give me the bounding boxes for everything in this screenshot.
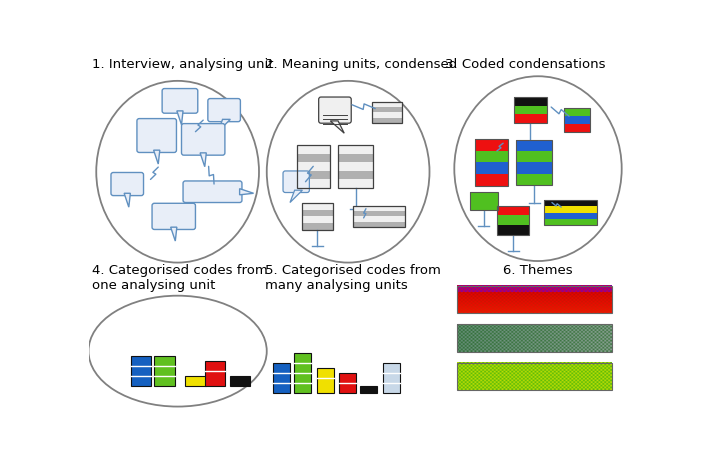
Bar (353, 212, 406, 217)
Text: 2. Meaning units, condensed: 2. Meaning units, condensed (266, 58, 457, 71)
Polygon shape (171, 228, 177, 242)
Polygon shape (218, 120, 230, 132)
Bar (457, 286, 612, 314)
Bar (230, 376, 251, 386)
Bar (457, 363, 612, 391)
Bar (185, 376, 205, 386)
Bar (514, 98, 547, 124)
Bar (475, 163, 508, 175)
FancyBboxPatch shape (183, 181, 242, 203)
Bar (338, 146, 373, 188)
Bar (516, 152, 552, 163)
Polygon shape (124, 194, 130, 208)
Ellipse shape (96, 81, 259, 263)
Bar (353, 217, 406, 222)
Bar (353, 206, 406, 212)
Bar (154, 356, 175, 386)
Polygon shape (331, 122, 344, 134)
Bar (297, 171, 329, 180)
Bar (372, 102, 401, 124)
Bar (544, 201, 597, 207)
Bar (372, 108, 401, 113)
Polygon shape (290, 191, 302, 203)
Bar (360, 387, 377, 394)
Text: 6. Themes: 6. Themes (503, 263, 573, 276)
Bar (497, 206, 530, 216)
Bar (302, 224, 333, 231)
Bar (297, 163, 329, 171)
Bar (544, 207, 597, 213)
Bar (338, 180, 373, 188)
Bar (372, 119, 401, 124)
Bar (294, 354, 311, 394)
Bar (470, 192, 498, 211)
Bar (338, 154, 373, 163)
Text: 5. Categorised codes from
many analysing units: 5. Categorised codes from many analysing… (266, 263, 441, 291)
Bar (475, 151, 508, 163)
FancyBboxPatch shape (181, 125, 225, 156)
Bar (516, 141, 552, 152)
Bar (516, 141, 552, 185)
Bar (514, 106, 547, 115)
FancyBboxPatch shape (283, 172, 309, 193)
Bar (297, 146, 329, 154)
Bar (273, 363, 290, 394)
Bar (564, 117, 590, 125)
Polygon shape (239, 189, 253, 195)
Bar (544, 213, 597, 219)
Text: 4. Categorised codes from
one analysing unit: 4. Categorised codes from one analysing … (92, 263, 268, 291)
Ellipse shape (267, 81, 430, 263)
Bar (544, 201, 597, 225)
Bar (516, 174, 552, 185)
Bar (317, 369, 334, 394)
Bar (339, 374, 356, 394)
Bar (470, 192, 498, 211)
Bar (338, 163, 373, 171)
Text: 3. Coded condensations: 3. Coded condensations (445, 58, 605, 71)
Bar (131, 356, 152, 386)
Bar (372, 102, 401, 108)
Polygon shape (200, 154, 206, 167)
FancyBboxPatch shape (137, 119, 176, 153)
FancyBboxPatch shape (111, 173, 144, 196)
Bar (514, 98, 547, 106)
Bar (564, 109, 590, 133)
Bar (297, 154, 329, 163)
Ellipse shape (88, 296, 267, 407)
Bar (353, 222, 406, 228)
Bar (497, 206, 530, 235)
Bar (383, 363, 400, 394)
Bar (338, 146, 373, 154)
Bar (514, 115, 547, 124)
Bar (297, 180, 329, 188)
Bar (302, 203, 333, 231)
Bar (372, 113, 401, 119)
Bar (516, 163, 552, 174)
Bar (497, 225, 530, 235)
FancyBboxPatch shape (208, 100, 241, 122)
FancyBboxPatch shape (319, 98, 351, 124)
Bar (564, 125, 590, 133)
Bar (302, 210, 333, 217)
Bar (475, 140, 508, 186)
Bar (353, 206, 406, 228)
Bar (205, 361, 225, 386)
FancyBboxPatch shape (162, 89, 198, 114)
FancyBboxPatch shape (152, 204, 195, 230)
Bar (475, 175, 508, 186)
Bar (564, 109, 590, 117)
Polygon shape (154, 151, 160, 165)
Bar (302, 217, 333, 224)
Bar (297, 146, 329, 188)
Bar (475, 140, 508, 151)
Polygon shape (177, 112, 183, 125)
Bar (338, 171, 373, 180)
Bar (302, 203, 333, 210)
Ellipse shape (455, 77, 622, 262)
Text: 1. Interview, analysing unit: 1. Interview, analysing unit (92, 58, 274, 71)
Bar (497, 216, 530, 225)
Bar (457, 325, 612, 352)
Bar (544, 219, 597, 225)
